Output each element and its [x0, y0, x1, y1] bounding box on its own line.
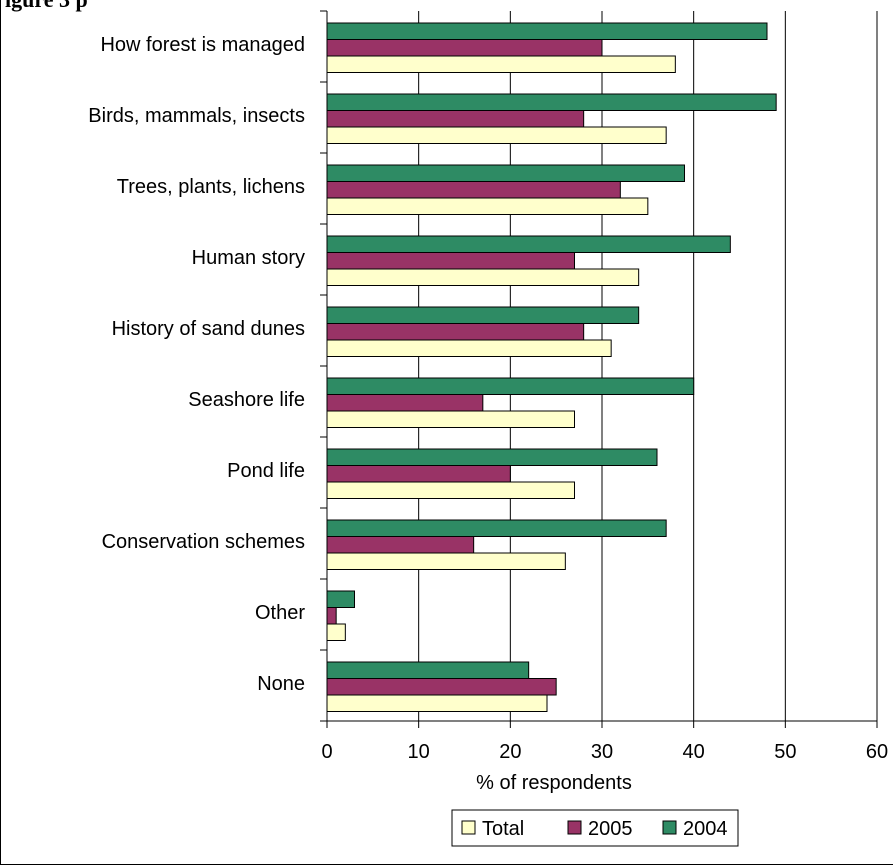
bar-2005-human-story: [326, 252, 575, 270]
x-tick-label: 0: [321, 741, 332, 763]
bar-2005-conservation-schemes: [326, 536, 475, 554]
bar-total-conservation-schemes: [326, 552, 566, 570]
bar-2004-human-story: [326, 235, 731, 253]
bar-total-none: [326, 694, 548, 712]
bar-2004-seashore-life: [326, 377, 695, 395]
category-label: Trees, plants, lichens: [117, 176, 305, 198]
x-tick-label: 50: [774, 741, 796, 763]
bar-2004-history-of-sand-dunes: [326, 306, 640, 324]
bar-total-how-forest-is-managed: [326, 55, 676, 73]
x-tick-label: 30: [591, 741, 613, 763]
legend-label-2004: 2004: [683, 818, 728, 840]
bar-2005-pond-life: [326, 465, 511, 483]
bar-2005-none: [326, 678, 557, 696]
bar-total-birds-mammals-insects: [326, 126, 667, 144]
legend-box: [451, 809, 739, 847]
bar-2004-pond-life: [326, 448, 658, 466]
bar-total-other: [326, 623, 346, 641]
bar-2004-trees-plants-lichens: [326, 164, 685, 182]
legend-swatch-2004: [662, 820, 677, 835]
bar-total-history-of-sand-dunes: [326, 339, 612, 357]
bar-2005-birds-mammals-insects: [326, 110, 585, 128]
bar-2004-how-forest-is-managed: [326, 22, 768, 40]
legend-swatch-2005: [567, 820, 582, 835]
legend-swatch-total: [461, 820, 476, 835]
category-label: Seashore life: [188, 389, 305, 411]
x-axis-title: % of respondents: [476, 772, 632, 794]
category-label: How forest is managed: [100, 34, 305, 56]
category-label: Human story: [192, 247, 305, 269]
category-label: History of sand dunes: [112, 318, 305, 340]
legend: Total 2005 2004: [451, 809, 739, 847]
bar-total-human-story: [326, 268, 640, 286]
legend-label-2005: 2005: [588, 818, 633, 840]
x-tick-label: 20: [499, 741, 521, 763]
category-label: Birds, mammals, insects: [88, 105, 305, 127]
bar-total-trees-plants-lichens: [326, 197, 649, 215]
bar-2005-how-forest-is-managed: [326, 39, 603, 57]
x-tick-label: 40: [683, 741, 705, 763]
category-label: Pond life: [227, 460, 305, 482]
bar-2004-other: [326, 590, 355, 608]
bar-2005-history-of-sand-dunes: [326, 323, 585, 341]
bar-total-pond-life: [326, 481, 575, 499]
bar-2005-trees-plants-lichens: [326, 181, 621, 199]
bar-2004-none: [326, 661, 530, 679]
x-tick-label: 60: [866, 741, 888, 763]
category-label: Other: [255, 602, 305, 624]
bar-2005-seashore-life: [326, 394, 484, 412]
category-label: None: [257, 673, 305, 695]
chart-title-partial: igure 3 p: [5, 0, 88, 13]
x-tick-label: 10: [408, 741, 430, 763]
bar-2004-birds-mammals-insects: [326, 93, 777, 111]
bar-2004-conservation-schemes: [326, 519, 667, 537]
legend-label-total: Total: [482, 818, 524, 840]
bars: [326, 22, 777, 712]
bar-total-seashore-life: [326, 410, 575, 428]
bar-2005-other: [326, 607, 337, 625]
category-label: Conservation schemes: [102, 531, 305, 553]
